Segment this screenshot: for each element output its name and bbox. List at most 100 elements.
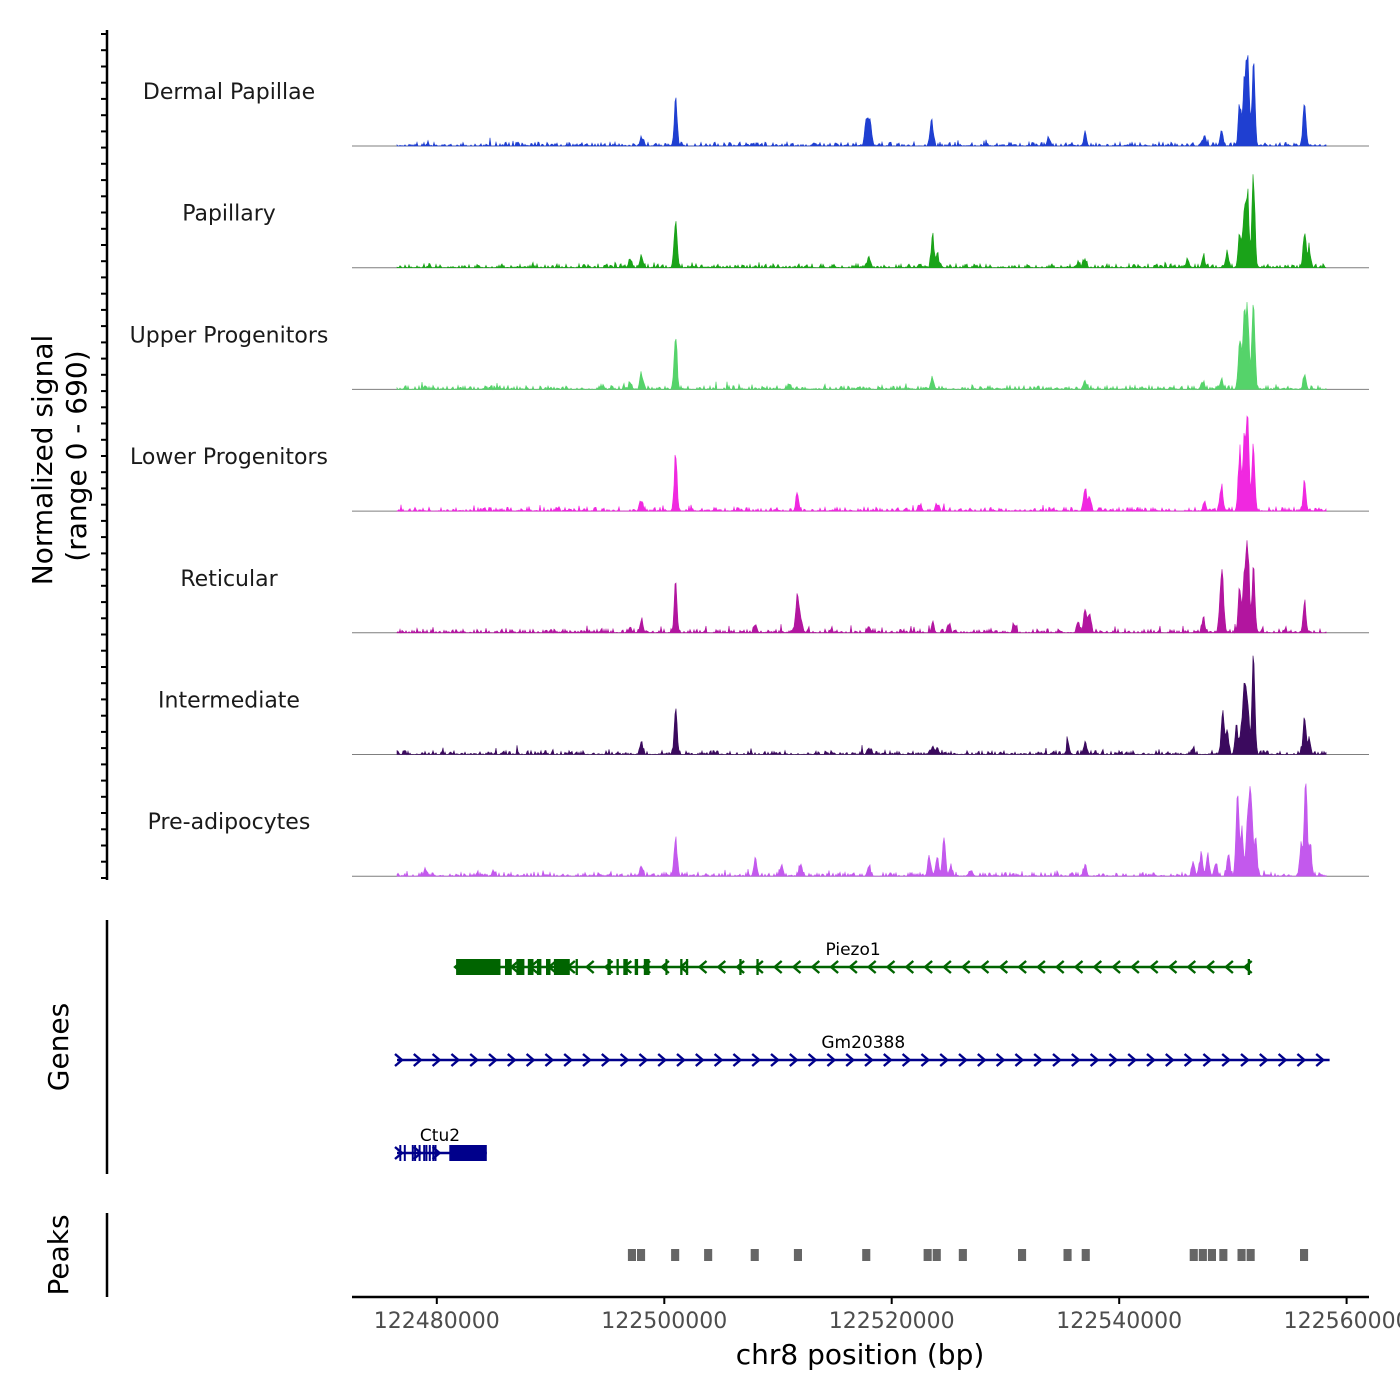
strand-chevron [1240, 1053, 1250, 1067]
x-tick-label: 122560000 [1284, 1309, 1400, 1334]
track-label: Upper Progenitors [130, 323, 329, 348]
strand-chevron [1148, 960, 1159, 974]
strand-chevron [431, 1053, 442, 1067]
peak-region [750, 1249, 759, 1261]
strand-chevron [1165, 1053, 1175, 1067]
strand-chevron [901, 1053, 912, 1067]
peak-region [1219, 1249, 1228, 1261]
strand-chevron [1089, 1053, 1100, 1067]
genes-panel: Genes Piezo1 Gm20388 Ctu2 [42, 920, 1330, 1174]
coverage-signal-area [396, 174, 1327, 269]
strand-chevron [1111, 960, 1121, 974]
coverage-signal-area [396, 415, 1327, 513]
gene-model: Piezo1 [453, 940, 1253, 975]
peaks-panel: Peaks [42, 1213, 1309, 1297]
gene-exon [403, 1145, 406, 1161]
strand-chevron [507, 1053, 517, 1067]
gene-label: Ctu2 [420, 1126, 460, 1146]
strand-chevron [1186, 960, 1197, 974]
strand-chevron [1205, 960, 1215, 974]
coverage-track: Upper Progenitors [130, 301, 1369, 391]
track-label: Intermediate [158, 689, 300, 714]
strand-chevron [697, 960, 708, 974]
strand-chevron [1073, 960, 1084, 974]
strand-chevron [942, 960, 952, 974]
strand-chevron [584, 960, 595, 974]
strand-chevron [488, 1053, 498, 1067]
gene-exon [425, 1145, 428, 1161]
coverage-signal-area [396, 783, 1327, 878]
strand-chevron [1033, 1053, 1044, 1067]
strand-chevron [469, 1053, 480, 1067]
strand-chevron [601, 1053, 611, 1067]
coverage-track: Pre-adipocytes [148, 783, 1369, 878]
peak-region [1246, 1249, 1255, 1261]
strand-chevron [904, 960, 915, 974]
strand-chevron [920, 1053, 931, 1067]
strand-chevron [1315, 1053, 1326, 1067]
gene-models: Piezo1 Gm20388 Ctu2 [394, 940, 1330, 1161]
strand-chevron [1108, 1053, 1119, 1067]
track-label: Pre-adipocytes [148, 810, 311, 835]
gene-exon [449, 1145, 487, 1161]
gene-exon [434, 1145, 437, 1161]
strand-chevron [732, 1053, 743, 1067]
coverage-signal-area [396, 301, 1327, 391]
gene-exon [527, 959, 534, 975]
gene-exon [575, 959, 578, 975]
coverage-panel: Normalized signal (range 0 - 690) Dermal… [26, 30, 1369, 880]
strand-chevron [638, 1053, 649, 1067]
gene-exon [756, 959, 759, 975]
track-label: Lower Progenitors [130, 445, 328, 470]
peak-region [637, 1249, 646, 1261]
strand-chevron [826, 1053, 837, 1067]
gene-exon [423, 1145, 426, 1161]
strand-chevron [995, 1053, 1006, 1067]
peak-region [1300, 1249, 1309, 1261]
gene-exon [1247, 959, 1250, 975]
peak-region [671, 1249, 680, 1261]
x-axis-title: chr8 position (bp) [736, 1338, 985, 1371]
strand-chevron [394, 1053, 404, 1067]
peak-regions [627, 1249, 1309, 1261]
strand-chevron [1127, 1053, 1138, 1067]
peak-region [1237, 1249, 1246, 1261]
gene-exon [456, 959, 501, 975]
coverage-track: Papillary [182, 174, 1369, 269]
strand-chevron [977, 1053, 987, 1067]
gene-exon [411, 1145, 414, 1161]
coverage-track: Reticular [180, 540, 1369, 634]
gene-exon [680, 959, 683, 975]
coverage-signal-area [396, 655, 1327, 756]
strand-chevron [883, 1053, 893, 1067]
gene-exon [418, 1145, 421, 1161]
strand-chevron [1221, 1053, 1232, 1067]
strand-chevron [1296, 1053, 1307, 1067]
peak-region [1198, 1249, 1207, 1261]
coverage-axis-subtitle: (range 0 - 690) [60, 350, 93, 561]
strand-chevron [1183, 1053, 1194, 1067]
gene-exon [414, 1145, 417, 1161]
strand-chevron [413, 1053, 423, 1067]
strand-chevron [1014, 1053, 1025, 1067]
strand-chevron [1092, 960, 1103, 974]
x-tick-label: 122540000 [1056, 1309, 1182, 1334]
gene-model: Ctu2 [394, 1126, 487, 1161]
strand-chevron [998, 960, 1009, 974]
gene-exon [739, 959, 742, 975]
strand-chevron [1017, 960, 1027, 974]
strand-chevron [735, 960, 745, 974]
strand-chevron [1167, 960, 1178, 974]
gene-exon [399, 1145, 402, 1161]
x-ticks: 122480000 122500000 122520000 122540000 1225… [374, 1297, 1400, 1334]
strand-chevron [413, 1146, 423, 1160]
strand-chevron [1052, 1053, 1062, 1067]
strand-chevron [789, 1053, 799, 1067]
gene-exon [505, 959, 512, 975]
gene-model: Gm20388 [394, 1033, 1330, 1067]
strand-chevron [1259, 1053, 1269, 1067]
coverage-signal-area [396, 55, 1327, 148]
strand-chevron [1036, 960, 1046, 974]
